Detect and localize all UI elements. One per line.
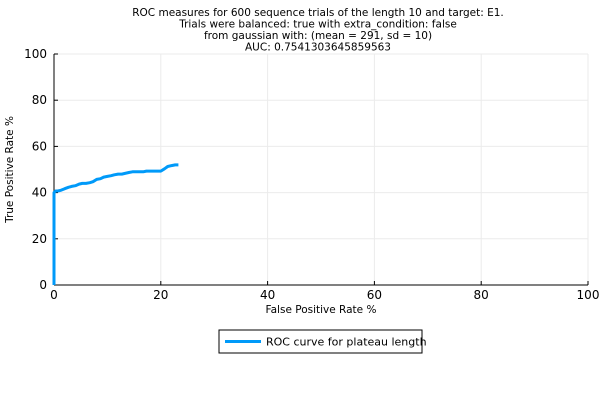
x-tick-label: 80: [474, 288, 489, 302]
title-line: from gaussian with: (mean = 291, sd = 10…: [204, 30, 432, 42]
x-tick-label: 60: [367, 288, 382, 302]
x-tick-label: 0: [50, 288, 58, 302]
x-axis-label: False Positive Rate %: [266, 304, 377, 316]
legend-box: [218, 329, 423, 354]
y-tick-label: 100: [24, 47, 47, 61]
y-tick-label: 20: [32, 232, 47, 246]
title-line: AUC: 0.7541303645859563: [245, 42, 391, 54]
x-tick-label: 20: [153, 288, 168, 302]
y-tick-label: 60: [32, 139, 47, 153]
y-axis-label: True Positive Rate %: [4, 116, 16, 224]
y-tick-label: 40: [32, 186, 47, 200]
chart-title: ROC measures for 600 sequence trials of …: [132, 7, 504, 54]
roc-curve-line: [52, 163, 179, 285]
legend-label: ROC curve for plateau length: [266, 336, 427, 349]
title-line: ROC measures for 600 sequence trials of …: [132, 7, 504, 19]
y-tick-label: 80: [32, 93, 47, 107]
legend: ROC curve for plateau length: [218, 329, 427, 354]
tick-labels: 0 20 40 60 80 100 0 20 40 60 80 100: [24, 47, 599, 302]
axes: [53, 53, 589, 286]
y-tick-label: 0: [39, 278, 47, 292]
series: [52, 163, 179, 286]
title-line: Trials were balanced: true with extra_co…: [178, 19, 457, 31]
x-tick-label: 100: [577, 288, 600, 302]
x-tick-label: 40: [260, 288, 275, 302]
grid: [53, 53, 589, 286]
